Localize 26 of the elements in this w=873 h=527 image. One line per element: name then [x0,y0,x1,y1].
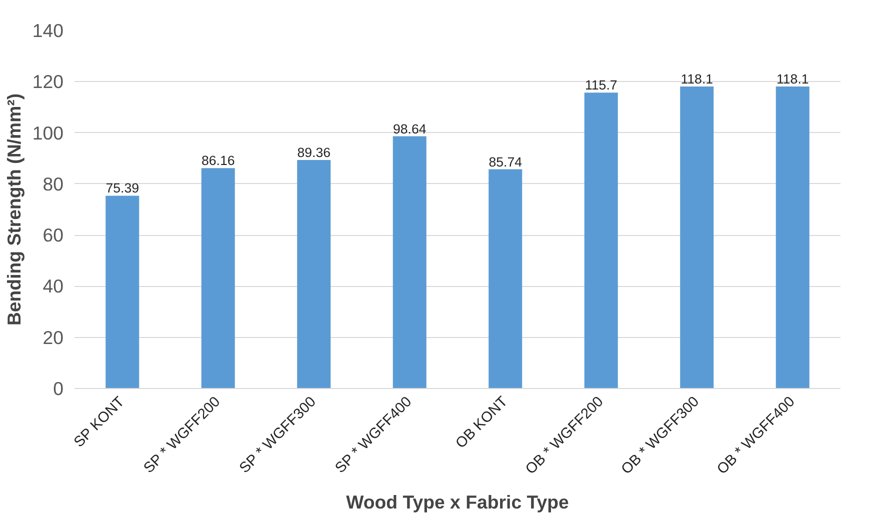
data-label: 98.64 [392,121,427,136]
data-label: 85.74 [488,154,523,170]
y-tick-label: 60 [42,224,64,246]
x-axis-title: Wood Type x Fabric Type [346,491,569,512]
data-label: 86.16 [201,153,235,168]
y-axis-title: Bending Strength (N/mm²) [3,93,24,326]
data-label: 89.36 [297,144,331,160]
data-label: 75.39 [106,180,140,196]
y-tick-label: 100 [32,122,64,144]
y-tick-label: 120 [32,71,64,92]
y-tick-label: 140 [32,20,64,41]
bar [392,136,426,388]
bar [106,196,140,388]
data-label: 115.7 [584,78,618,93]
data-label: 118.1 [680,72,714,86]
bar [776,86,810,388]
bar [680,86,714,388]
bar [584,92,618,388]
bar [201,168,235,388]
y-tick-label: 20 [42,326,64,348]
data-label: 118.1 [776,72,809,86]
y-tick-label: 0 [53,378,64,399]
bar [488,169,522,388]
y-tick-label: 80 [42,173,64,194]
y-tick-label: 40 [42,276,64,297]
bar [297,160,331,388]
